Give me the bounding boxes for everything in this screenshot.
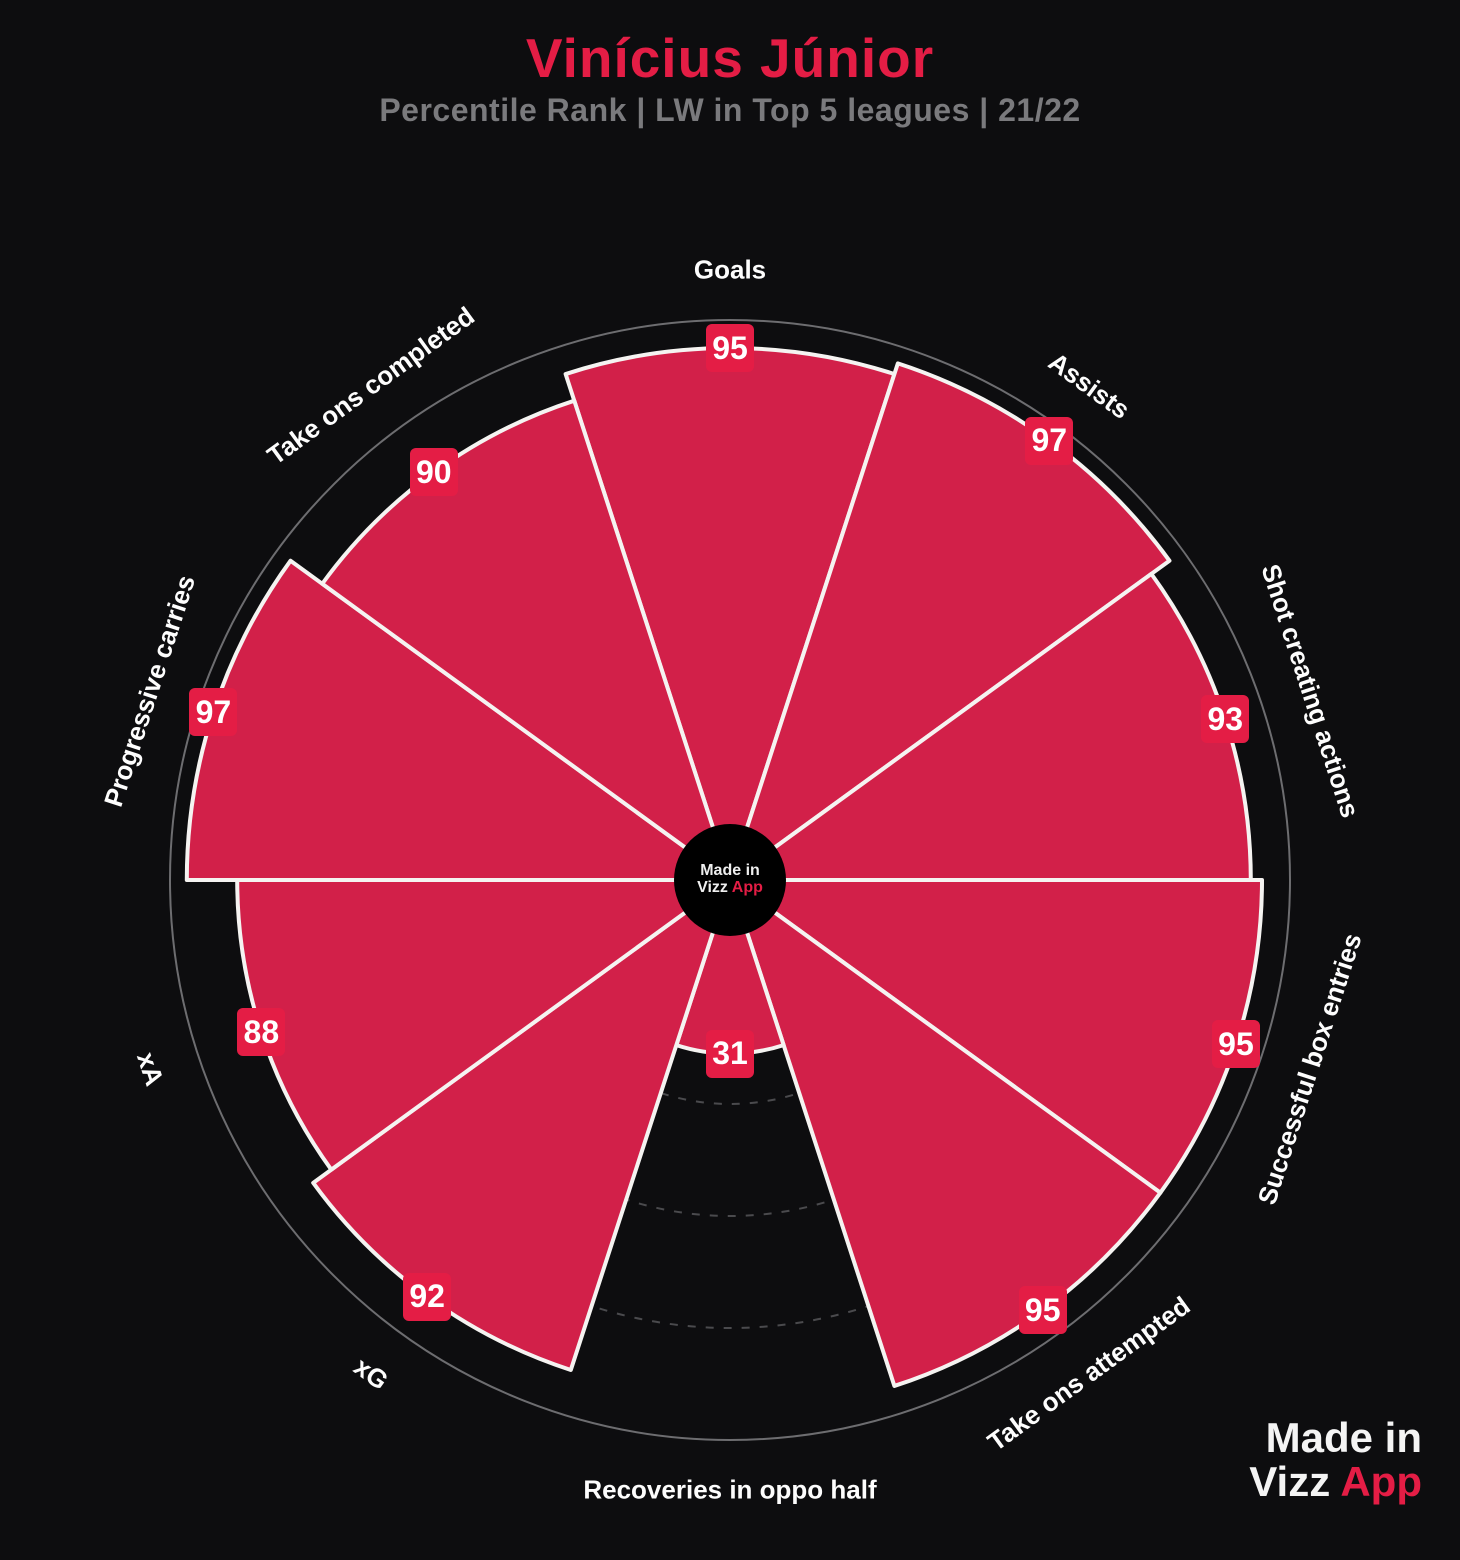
hub-line2: Vizz App: [697, 880, 763, 897]
category-label: Successful box entries: [1252, 929, 1369, 1208]
hub-line2a: Vizz: [697, 879, 728, 896]
value-badge: 31: [706, 1030, 754, 1078]
category-label: Recoveries in oppo half: [583, 1475, 876, 1506]
value-badge: 95: [706, 324, 754, 372]
title-text: Vinícius Júnior: [526, 27, 934, 89]
credit-line2: Vizz App: [1249, 1460, 1422, 1504]
chart-container: Vinícius Júnior Percentile Rank | LW in …: [0, 0, 1460, 1560]
value-badge: 92: [403, 1273, 451, 1321]
hub-line2b: App: [732, 879, 763, 896]
category-label: Assists: [1042, 347, 1135, 426]
credit-label: Made in Vizz App: [1249, 1416, 1422, 1504]
credit-line2a: Vizz: [1249, 1458, 1330, 1505]
category-label: Shot creating actions: [1255, 561, 1366, 822]
subtitle-text: Percentile Rank | LW in Top 5 leagues | …: [379, 92, 1080, 128]
value-badge: 90: [410, 448, 458, 496]
polar-chart: 95Goals97Assists93Shot creating actions9…: [0, 150, 1460, 1560]
credit-line2b: App: [1340, 1458, 1422, 1505]
category-label: Take ons attempted: [981, 1290, 1195, 1457]
value-badge: 88: [237, 1008, 285, 1056]
page-title: Vinícius Júnior: [0, 0, 1460, 90]
category-label: xA: [130, 1048, 170, 1089]
value-badge: 95: [1019, 1286, 1067, 1334]
category-label: Progressive carries: [98, 572, 202, 811]
page-subtitle: Percentile Rank | LW in Top 5 leagues | …: [0, 92, 1460, 129]
hub-line1: Made in: [700, 863, 760, 880]
credit-line1: Made in: [1249, 1416, 1422, 1460]
value-badge: 97: [1025, 417, 1073, 465]
value-badge: 97: [189, 688, 237, 736]
category-label: Take ons completed: [262, 301, 481, 472]
center-hub-badge: Made in Vizz App: [674, 824, 786, 936]
value-badge: 95: [1212, 1020, 1260, 1068]
category-label: Goals: [694, 255, 766, 286]
category-label: xG: [348, 1351, 394, 1396]
value-badge: 93: [1201, 695, 1249, 743]
